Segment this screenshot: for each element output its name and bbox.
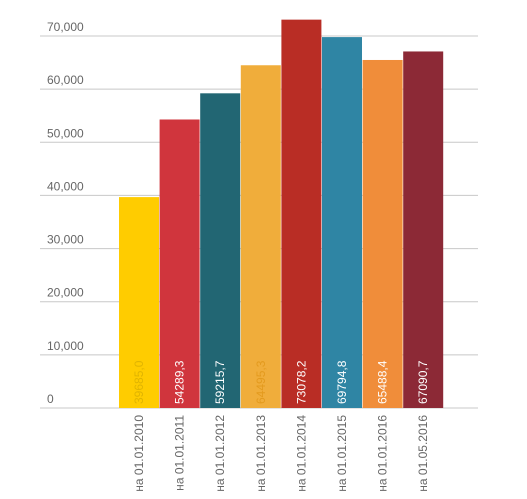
bar: [240, 65, 281, 409]
x-tick-label: на 01.01.2010: [132, 415, 146, 492]
data-labels: 39685,0 54289,3 59215,7 64495,3 73078,2 69794…: [132, 360, 430, 404]
x-tick-label: на 01.05.2016: [416, 415, 430, 492]
x-tick-label: на 01.01.2016: [376, 415, 390, 492]
x-tick-label: на 01.01.2014: [294, 415, 308, 492]
bar: [119, 197, 159, 408]
y-tick-label: 70,000: [47, 20, 84, 34]
bar: [159, 119, 200, 408]
x-tick-label: на 01.01.2011: [173, 415, 187, 491]
y-tick-label: 10,000: [47, 339, 84, 353]
data-label: 65488,4: [376, 360, 390, 404]
data-label: 39685,0: [132, 360, 146, 404]
y-tick-label: 20,000: [47, 286, 84, 300]
y-tick-label: 60,000: [47, 73, 84, 87]
bar: [322, 37, 362, 409]
x-tick-label: на 01.01.2012: [213, 415, 227, 492]
x-tick-label: на 01.01.2013: [254, 415, 268, 492]
y-axis-tick-labels: 0 10,000 20,000 30,000 40,000 50,000 60,000 70,…: [47, 20, 84, 406]
bar: [281, 19, 322, 408]
data-label: 67090,7: [416, 360, 430, 404]
bar: [403, 51, 444, 409]
bar: [362, 59, 403, 409]
data-label: 73078,2: [294, 360, 308, 404]
data-label: 69794,8: [335, 360, 349, 404]
y-tick-label: 50,000: [47, 126, 84, 140]
data-label: 59215,7: [213, 360, 227, 404]
y-tick-label: 0: [47, 392, 54, 406]
data-label: 54289,3: [173, 360, 187, 404]
x-tick-label: на 01.01.2015: [335, 415, 349, 492]
y-tick-label: 30,000: [47, 233, 84, 247]
bars: [119, 19, 444, 409]
bar: [200, 93, 241, 408]
x-axis-tick-labels: на 01.01.2010 на 01.01.2011 на 01.01.2012 н…: [132, 415, 430, 492]
y-tick-label: 40,000: [47, 179, 84, 193]
data-label: 64495,3: [254, 360, 268, 404]
